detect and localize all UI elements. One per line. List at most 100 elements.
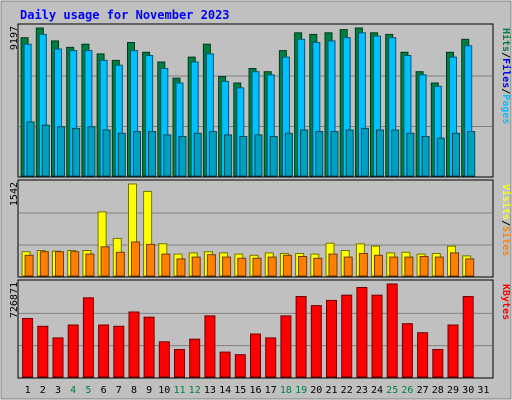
bar-pages-day-8 [133,131,141,177]
bar-pages-day-14 [224,134,233,177]
bar-pages-day-21 [330,131,339,177]
side-legend: Hits/Files/Pages [500,28,512,124]
x-tick-label: 17 [265,385,277,396]
bar-sites-day-11 [176,258,186,277]
bar-pages-day-11 [178,136,187,177]
x-tick-label: 23 [356,385,368,396]
bar-sites-day-21 [328,253,338,277]
bar-kbytes-day-25 [386,283,398,378]
bar-kbytes-day-29 [447,324,459,378]
bar-sites-day-26 [404,256,414,277]
bar-kbytes-day-17 [265,337,277,378]
bar-kbytes-day-10 [158,341,170,378]
x-tick-label: 21 [325,385,337,396]
bar-sites-day-3 [55,251,64,277]
bar-kbytes-day-27 [417,332,429,378]
x-tick-label: 25 [386,385,398,396]
bar-pages-day-30 [467,131,476,177]
bar-pages-day-15 [239,136,248,177]
bar-kbytes-day-5 [82,297,94,378]
bar-sites-day-9 [146,243,156,277]
x-axis-day-labels: 1 2 3 4 5 6 7 8 9 10 11 12 13 14 15 16 17 18 19 20 21 22 23 24 2… [25,385,490,396]
bar-pages-day-29 [452,132,460,177]
bar-sites-day-14 [222,256,232,277]
bar-pages-day-20 [315,131,324,177]
x-tick-label: 19 [295,385,307,396]
y-max-label: 1542 [9,182,20,206]
series-sites [24,241,475,277]
side-legend: KBytes [500,284,511,320]
bar-kbytes-day-1 [22,318,34,378]
x-tick-label: 5 [85,385,91,396]
bar-kbytes-day-18 [280,315,292,378]
legend-labels: Visits/Sites [500,184,512,256]
bar-sites-day-4 [70,251,80,277]
bar-sites-day-28 [434,256,444,277]
bar-pages-day-17 [269,136,278,177]
bar-pages-day-22 [345,129,354,177]
bar-sites-day-16 [252,257,262,277]
bar-sites-day-25 [389,256,399,277]
x-tick-label: 9 [146,385,152,396]
legend-separator: / [500,220,511,226]
bar-pages-day-18 [284,132,293,177]
x-tick-label: 24 [371,385,383,396]
x-tick-label: 1 [25,385,31,396]
bar-kbytes-day-28 [432,349,444,378]
bar-pages-day-28 [436,137,445,177]
bar-sites-day-15 [237,257,247,277]
bar-sites-day-1 [24,254,34,277]
bar-pages-day-13 [208,131,217,177]
bar-pages-day-10 [163,134,172,177]
bar-sites-day-20 [313,257,323,277]
bar-kbytes-day-24 [371,294,383,378]
legend-files: Files [500,58,512,88]
legend-labels: KBytes [500,284,511,320]
bar-kbytes-day-11 [174,349,185,378]
legend-separator: / [500,88,511,94]
bar-kbytes-day-13 [204,315,216,378]
series-pages [26,121,476,177]
legend-kbytes: KBytes [500,284,511,320]
series-kbytes [22,283,474,378]
bar-kbytes-day-19 [295,296,307,378]
bar-kbytes-day-3 [52,337,64,378]
bar-pages-day-9 [148,131,157,177]
legend-visits: Visits [500,184,512,220]
x-tick-label: 4 [70,385,76,396]
bar-sites-day-6 [100,246,110,277]
bar-kbytes-day-23 [356,287,368,378]
panel-kbytes: 726871 KBytes [9,279,511,379]
x-tick-label: 27 [417,385,429,396]
x-tick-label: 15 [234,385,246,396]
legend-sites: Sites [500,226,512,256]
bar-kbytes-day-9 [143,316,155,378]
x-tick-label: 7 [116,385,122,396]
side-legend: Visits/Sites [500,184,512,256]
bar-kbytes-day-4 [67,324,79,378]
bar-pages-day-16 [254,134,263,177]
bar-kbytes-day-12 [189,338,201,378]
bar-sites-day-10 [161,253,171,277]
chart-title: Daily usage for November 2023 [20,8,230,22]
bar-sites-day-23 [358,253,368,277]
bar-kbytes-day-2 [37,325,49,378]
bar-pages-day-19 [300,129,309,177]
bar-kbytes-day-16 [250,333,261,378]
legend-pages: Pages [500,94,511,124]
bar-kbytes-day-22 [341,294,353,378]
bar-kbytes-day-20 [310,305,322,378]
bar-kbytes-day-8 [128,311,140,378]
bar-pages-day-4 [72,127,81,177]
panel-visits-sites: 1542 Visits/Sites [9,179,512,278]
bar-kbytes-day-14 [219,351,231,378]
bar-kbytes-day-15 [234,354,246,378]
x-tick-label: 20 [310,385,322,396]
bar-pages-day-26 [406,132,415,177]
x-tick-label: 14 [219,385,231,396]
bar-sites-day-18 [282,254,292,277]
series-files [23,32,473,177]
x-tick-label: 31 [477,385,489,396]
bar-sites-day-7 [115,251,125,277]
